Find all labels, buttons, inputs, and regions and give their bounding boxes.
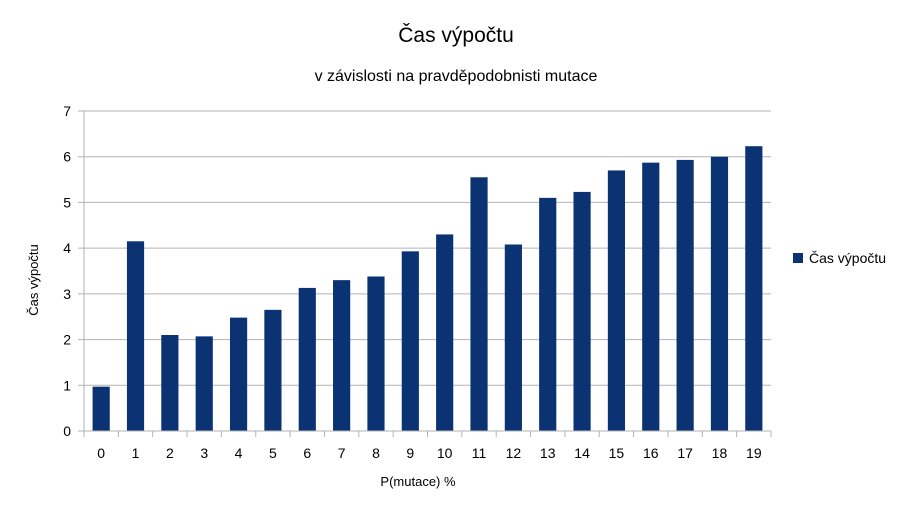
y-tick-label: 5 bbox=[63, 194, 71, 210]
x-tick-label: 1 bbox=[132, 445, 140, 461]
y-tick-label: 6 bbox=[63, 149, 71, 165]
y-axis-label: Čas výpočtu bbox=[26, 244, 41, 316]
bar bbox=[504, 244, 522, 431]
bar bbox=[676, 159, 694, 431]
x-tick-label: 17 bbox=[677, 445, 693, 461]
legend-swatch bbox=[793, 253, 803, 263]
y-tick-labels: 0 1 2 3 4 5 6 7 bbox=[63, 103, 71, 439]
x-tick-label: 13 bbox=[540, 445, 556, 461]
bar bbox=[401, 251, 419, 431]
x-tick-label: 4 bbox=[235, 445, 243, 461]
x-tick-label: 6 bbox=[303, 445, 311, 461]
bar bbox=[298, 287, 316, 431]
x-tick-label: 15 bbox=[609, 445, 625, 461]
gridlines bbox=[84, 110, 771, 386]
bar bbox=[436, 234, 454, 431]
bar bbox=[367, 276, 385, 431]
y-tick-label: 0 bbox=[63, 423, 71, 439]
y-tick-label: 3 bbox=[63, 286, 71, 302]
bar bbox=[195, 336, 213, 431]
y-tick-label: 4 bbox=[63, 240, 71, 256]
x-tick-label: 5 bbox=[269, 445, 277, 461]
x-tick-label: 3 bbox=[200, 445, 208, 461]
x-tick-label: 0 bbox=[97, 445, 105, 461]
x-tick-label: 8 bbox=[372, 445, 380, 461]
y-tick-label: 7 bbox=[63, 103, 71, 119]
legend: Čas výpočtu bbox=[793, 250, 886, 266]
x-tick-label: 7 bbox=[338, 445, 346, 461]
bar bbox=[642, 162, 660, 431]
bar bbox=[264, 309, 282, 431]
x-tick-label: 16 bbox=[643, 445, 659, 461]
bar bbox=[92, 386, 110, 431]
x-tick-label: 11 bbox=[472, 445, 487, 461]
x-tick-label: 10 bbox=[437, 445, 453, 461]
x-axis-label: P(mutace) % bbox=[380, 474, 456, 489]
bar bbox=[126, 241, 145, 431]
bar bbox=[607, 170, 626, 431]
chart-title: Čas výpočtu bbox=[398, 24, 514, 47]
bar bbox=[333, 280, 351, 431]
bar bbox=[710, 156, 729, 431]
x-tick-label: 18 bbox=[712, 445, 728, 461]
bars bbox=[92, 146, 763, 431]
x-tick-label: 14 bbox=[574, 445, 590, 461]
y-tick-label: 2 bbox=[63, 332, 71, 348]
bar bbox=[161, 335, 179, 431]
axes bbox=[78, 110, 772, 437]
bar bbox=[470, 177, 488, 431]
legend-label: Čas výpočtu bbox=[809, 250, 886, 266]
bar bbox=[745, 146, 763, 431]
x-tick-labels: 0 1 2 3 4 5 6 7 8 9 10 11 12 13 14 15 16 17 18 19 bbox=[97, 445, 762, 461]
x-tick-label: 9 bbox=[406, 445, 414, 461]
y-tick-label: 1 bbox=[63, 377, 71, 393]
x-tick-label: 2 bbox=[166, 445, 174, 461]
x-tick-label: 19 bbox=[746, 445, 762, 461]
chart-subtitle: v závislosti na pravděpodobnisti mutace bbox=[315, 68, 598, 85]
bar bbox=[573, 191, 591, 431]
x-tick-label: 12 bbox=[506, 445, 522, 461]
bar bbox=[539, 197, 557, 431]
bar bbox=[229, 317, 248, 431]
